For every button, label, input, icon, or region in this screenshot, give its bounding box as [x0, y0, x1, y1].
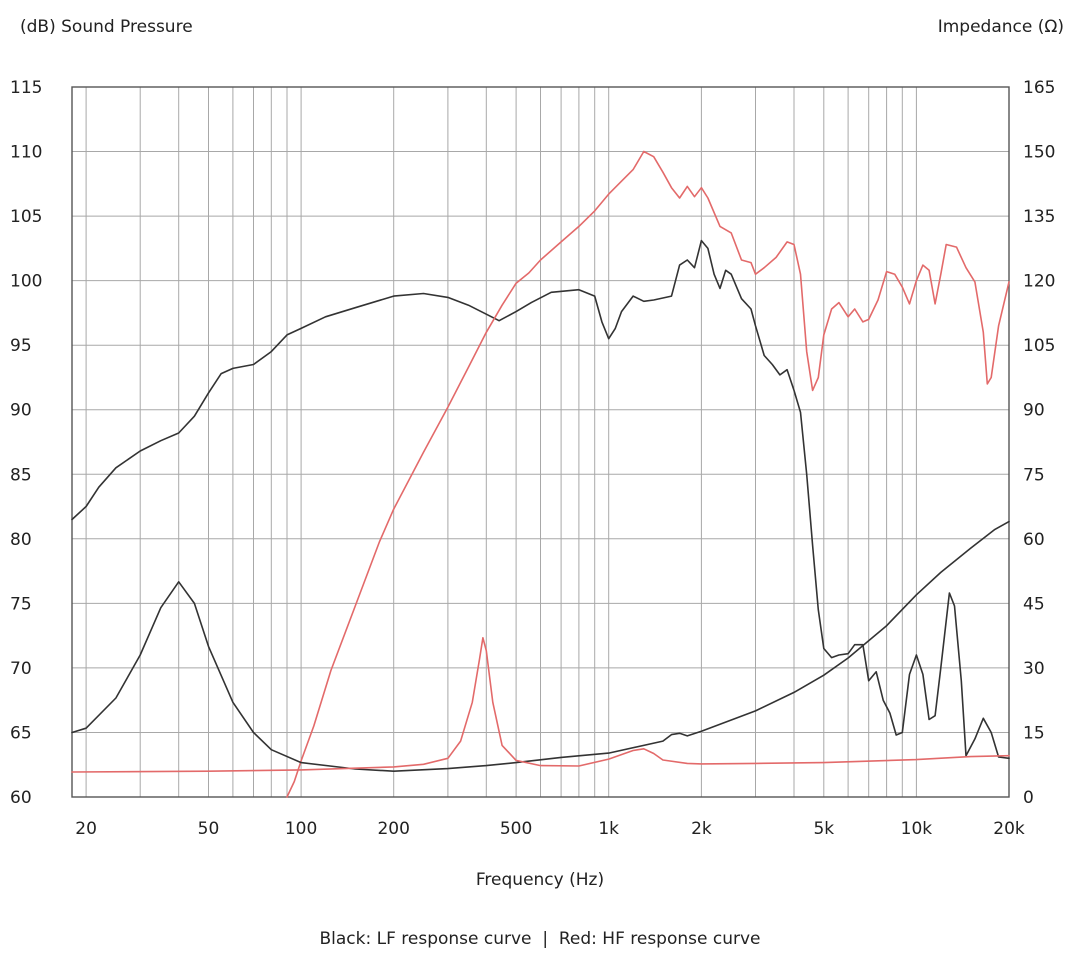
left-y-tick-label: 70: [10, 659, 32, 679]
right-y-tick-label: 15: [1023, 724, 1045, 744]
left-y-tick-label: 75: [10, 594, 32, 614]
right-y-tick-label: 135: [1023, 207, 1055, 227]
x-tick-label: 500: [500, 819, 532, 839]
right-y-tick-label: 75: [1023, 465, 1045, 485]
right-y-axis-title: Impedance (Ω): [938, 17, 1064, 37]
right-y-tick-label: 45: [1023, 594, 1045, 614]
left-y-tick-label: 115: [10, 78, 42, 98]
x-tick-label: 20: [75, 819, 97, 839]
series-hf-impedance: [71, 637, 1010, 773]
left-y-tick-label: 95: [10, 336, 32, 356]
x-tick-label: 200: [377, 819, 409, 839]
x-tick-label: 2k: [691, 819, 712, 839]
left-y-tick-label: 60: [10, 788, 32, 808]
series-layer: [71, 150, 1010, 798]
left-y-tick-label: 65: [10, 724, 32, 744]
right-y-tick-label: 0: [1023, 788, 1034, 808]
right-y-tick-label: 60: [1023, 530, 1045, 550]
right-y-tick-label: 105: [1023, 336, 1055, 356]
right-y-tick-label: 165: [1023, 78, 1055, 98]
left-y-axis-title: (dB) Sound Pressure: [20, 17, 193, 37]
x-tick-label: 100: [285, 819, 317, 839]
x-tick-label: 5k: [813, 819, 834, 839]
x-tick-labels: 20 50 100 200 500 1k 2k 5k 10k 20k: [75, 819, 1025, 839]
right-y-tick-label: 30: [1023, 659, 1045, 679]
x-axis-title: Frequency (Hz): [476, 870, 604, 890]
x-tick-label: 10k: [901, 819, 933, 839]
right-y-tick-label: 120: [1023, 272, 1055, 292]
left-y-tick-label: 85: [10, 465, 32, 485]
x-tick-label: 1k: [598, 819, 619, 839]
series-lf-spl: [71, 239, 1010, 760]
right-y-tick-label: 150: [1023, 143, 1055, 163]
x-tick-label: 50: [198, 819, 220, 839]
left-y-tick-label: 105: [10, 207, 42, 227]
left-y-tick-label: 110: [10, 143, 42, 163]
series-hf-spl: [286, 150, 1010, 798]
right-y-tick-labels: 0 15 30 45 60 75 90 105 120 135 150 165: [1023, 78, 1055, 808]
right-y-tick-label: 90: [1023, 401, 1045, 421]
x-tick-label: 20k: [993, 819, 1025, 839]
left-y-tick-label: 100: [10, 272, 42, 292]
left-y-tick-label: 80: [10, 530, 32, 550]
left-y-tick-labels: 60 65 70 75 80 85 90 95 100 105 110 115: [10, 78, 42, 808]
series-lf-impedance: [71, 520, 1010, 772]
chart-caption: Black: LF response curve | Red: HF respo…: [319, 929, 760, 949]
left-y-tick-label: 90: [10, 401, 32, 421]
plot-frame: [71, 86, 1010, 798]
